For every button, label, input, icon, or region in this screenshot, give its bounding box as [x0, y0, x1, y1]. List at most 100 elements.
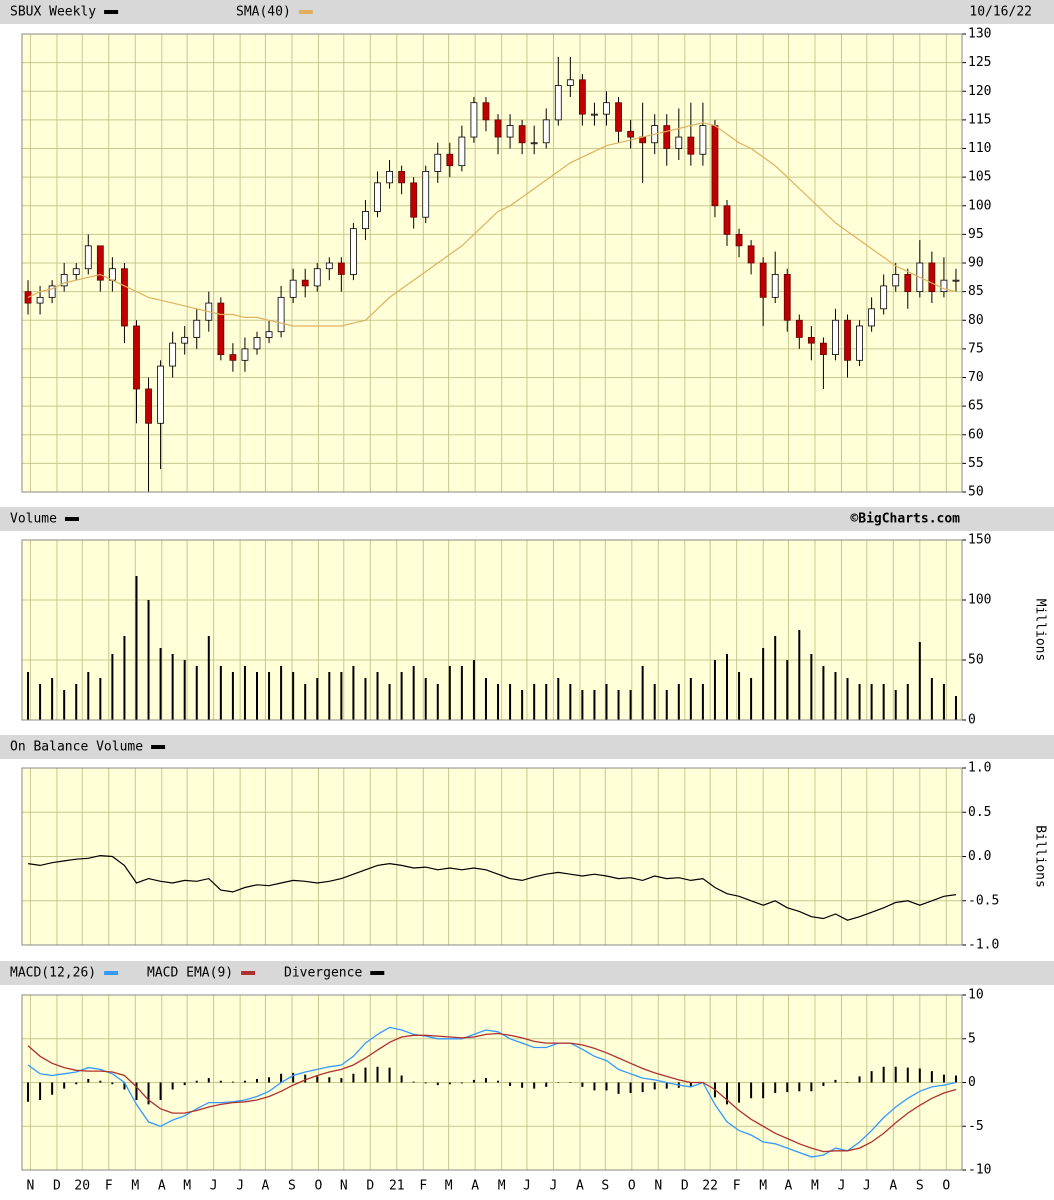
- y-tick-label: 150: [968, 533, 991, 548]
- divergence-bar: [243, 1080, 246, 1083]
- divergence-bar: [472, 1079, 475, 1083]
- candle-body: [145, 388, 152, 424]
- x-tick-label: J: [863, 1179, 871, 1194]
- divergence-bar: [798, 1082, 801, 1092]
- plot-border: [21, 994, 963, 1171]
- volume-bar: [689, 678, 692, 720]
- y-tick-label: 125: [968, 55, 991, 70]
- sma-line: [27, 122, 957, 327]
- legend-label: ©BigCharts.com: [850, 512, 960, 527]
- divergence-bar: [376, 1066, 379, 1083]
- divergence-bar: [280, 1073, 283, 1083]
- legend-label: Divergence: [284, 966, 362, 981]
- candle-body: [121, 268, 128, 327]
- volume-bar: [653, 684, 656, 720]
- volume-bar: [207, 636, 210, 720]
- candle-body: [940, 279, 948, 293]
- y-axis-label: Billions: [1033, 825, 1048, 888]
- volume-bar: [111, 654, 114, 720]
- divergence-bar: [569, 1082, 572, 1083]
- divergence-bar: [629, 1082, 632, 1093]
- volume-bar: [834, 672, 837, 720]
- x-tick-label: J: [210, 1179, 218, 1194]
- volume-bar: [882, 684, 885, 720]
- divergence-bar: [159, 1082, 162, 1100]
- volume-bar: [701, 684, 704, 720]
- legend-label: On Balance Volume: [10, 740, 143, 755]
- candle-body: [844, 319, 851, 361]
- volume-bar: [63, 690, 66, 720]
- volume-bar: [581, 690, 584, 720]
- y-tick-label: 55: [968, 456, 984, 471]
- candle-body: [735, 233, 743, 247]
- volume-bar: [123, 636, 126, 720]
- candle-body: [578, 79, 586, 115]
- divergence-bar: [942, 1074, 945, 1083]
- volume-bar: [677, 684, 680, 720]
- divergence-bar: [316, 1076, 319, 1083]
- volume-bar: [786, 660, 789, 720]
- candle-body: [422, 170, 430, 218]
- volume-bar: [472, 660, 475, 720]
- x-tick-label: F: [105, 1179, 113, 1194]
- candle-body: [506, 125, 514, 138]
- divergence-bar: [231, 1081, 234, 1083]
- candle-body: [542, 119, 550, 144]
- volume-bar: [99, 678, 102, 720]
- volume-bar: [930, 678, 933, 720]
- divergence-bar: [557, 1082, 560, 1083]
- volume-bar: [774, 636, 777, 720]
- candle-body: [229, 354, 237, 361]
- divergence-bar: [87, 1079, 90, 1083]
- candle-body: [446, 153, 454, 167]
- divergence-bar: [665, 1082, 668, 1089]
- candle-body: [904, 274, 912, 293]
- candle-body: [494, 119, 502, 138]
- x-tick-label: F: [733, 1179, 741, 1194]
- divergence-bar: [424, 1082, 427, 1084]
- volume-bar: [858, 684, 861, 720]
- volume-bar: [436, 684, 439, 720]
- x-tick-label: M: [445, 1179, 453, 1194]
- x-tick-label: J: [838, 1179, 846, 1194]
- candle-body: [663, 125, 671, 149]
- candle-body: [892, 274, 900, 287]
- candle-body: [771, 274, 779, 298]
- volume-bar: [135, 576, 138, 720]
- candle-body: [615, 102, 622, 132]
- candle-body: [687, 136, 695, 155]
- candle-body: [169, 342, 177, 367]
- divergence-bar: [183, 1082, 186, 1086]
- divergence-bar: [328, 1077, 331, 1083]
- plot-border: [21, 539, 963, 721]
- divergence-bar: [834, 1079, 837, 1083]
- divergence-bar: [147, 1082, 150, 1105]
- divergence-bar: [762, 1082, 765, 1099]
- divergence-bar: [918, 1068, 921, 1083]
- divergence-bar: [726, 1082, 728, 1105]
- candle-body: [554, 85, 562, 121]
- volume-bar: [798, 630, 801, 720]
- volume-bar: [159, 648, 162, 720]
- volume-bar: [147, 600, 150, 720]
- volume-bar: [942, 684, 945, 720]
- candle-body: [518, 125, 526, 144]
- panel-header: [0, 507, 1054, 531]
- divergence-bar: [51, 1082, 54, 1095]
- panel-header: [0, 735, 1054, 759]
- volume-bar: [352, 666, 355, 720]
- divergence-bar: [364, 1067, 367, 1083]
- x-tick-label: A: [471, 1179, 479, 1194]
- legend-label: MACD(12,26): [10, 966, 96, 981]
- legend-label: Volume: [10, 512, 57, 527]
- y-tick-label: 90: [968, 256, 984, 271]
- volume-bar: [750, 678, 753, 720]
- volume-bar: [39, 684, 42, 720]
- volume-bar: [376, 672, 379, 720]
- y-tick-label: 60: [968, 427, 984, 442]
- candle-body: [856, 325, 863, 361]
- divergence-bar: [268, 1077, 271, 1083]
- legend-swatch: [298, 10, 313, 14]
